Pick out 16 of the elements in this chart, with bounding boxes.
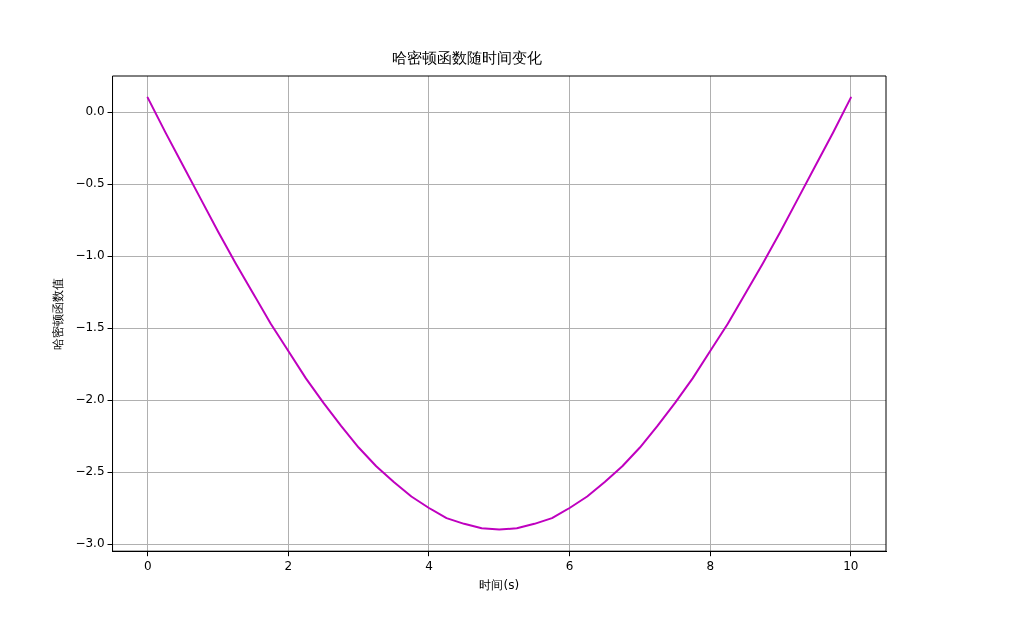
x-tick-label: 8 [706,558,715,573]
y-tick-label: −0.5 [75,176,105,191]
y-tick-label: 0.0 [85,104,105,119]
x-tick-label: 4 [425,558,433,573]
x-tick-label: 6 [565,558,574,573]
y-axis-title: 哈密顿函数值 [51,277,66,350]
x-axis-title: 时间(s) [479,577,520,592]
y-tick-label: −2.5 [75,464,105,479]
y-tick-label: −1.5 [75,320,105,335]
y-tick-label: −3.0 [75,536,105,551]
x-tick-label: 2 [284,558,293,573]
x-tick-label: 10 [843,558,859,573]
chart-title: 哈密顿函数随时间变化 [392,48,542,67]
x-tick-label: 0 [143,558,152,573]
y-tick-label: −2.0 [75,392,105,407]
y-tick-label: −1.0 [75,248,105,263]
